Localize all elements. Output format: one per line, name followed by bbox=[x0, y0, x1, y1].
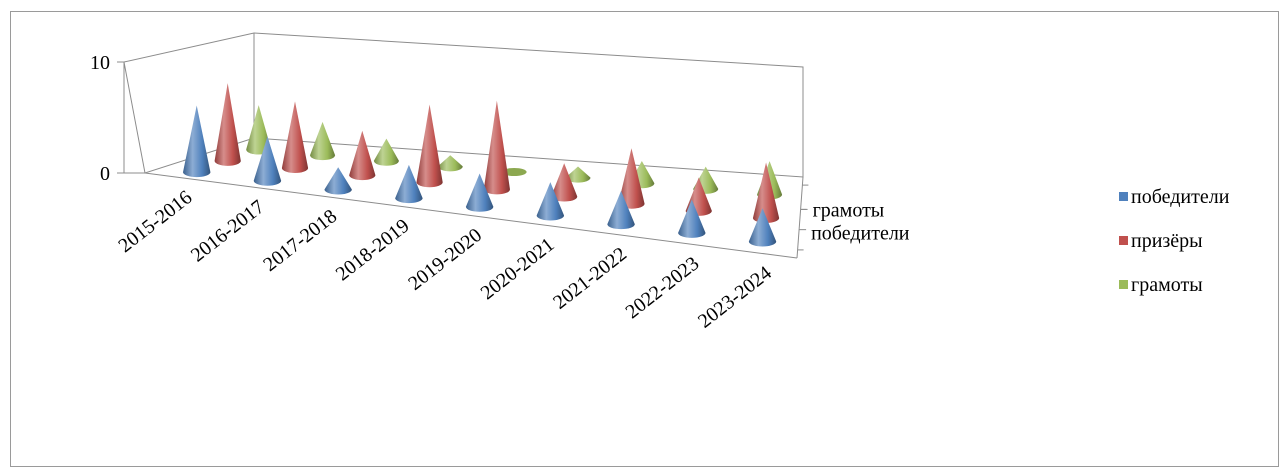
category-label: 2023-2024 bbox=[694, 262, 776, 333]
category-label: 2019-2020 bbox=[404, 224, 486, 295]
y-tick-label: 10 bbox=[90, 52, 110, 74]
category-label: 2021-2022 bbox=[549, 243, 631, 314]
category-label: 2015-2016 bbox=[114, 186, 196, 257]
cone-призёры-2019-2020 bbox=[483, 100, 510, 195]
category-label: 2017-2018 bbox=[259, 205, 341, 276]
legend-swatch-призёры bbox=[1119, 236, 1128, 245]
cone-грамоты-2018-2019 bbox=[437, 155, 463, 172]
legend-label: победители bbox=[1131, 186, 1230, 208]
y-tick-label: 0 bbox=[100, 163, 110, 185]
cone-грамоты-2019-2020 bbox=[501, 168, 527, 176]
legend: победители призёры грамоты bbox=[1119, 186, 1230, 296]
category-label: 2020-2021 bbox=[477, 234, 559, 305]
cone-победители-2022-2023 bbox=[678, 199, 706, 238]
depth-axis-label: победители bbox=[811, 223, 910, 245]
cone-призёры-2020-2021 bbox=[551, 163, 578, 202]
cone-победители-2015-2016 bbox=[183, 105, 211, 178]
cone-победители-2018-2019 bbox=[395, 164, 423, 204]
cone-грамоты-2016-2017 bbox=[310, 121, 336, 161]
category-label: 2016-2017 bbox=[187, 196, 269, 267]
cone-победители-2023-2024 bbox=[748, 208, 777, 247]
category-labels: 2015-20162016-20172017-20182018-20192019… bbox=[114, 186, 775, 332]
cone-призёры-2021-2022 bbox=[618, 148, 645, 209]
cone-грамоты-2015-2016 bbox=[246, 105, 272, 155]
cone-грамоты-2020-2021 bbox=[565, 166, 591, 183]
chart-svg: 0 10 2015-20162016-20172017-20182018-2019… bbox=[90, 32, 1230, 333]
cone-победители-2021-2022 bbox=[607, 190, 635, 230]
legend-label: грамоты bbox=[1131, 274, 1203, 296]
cone-победители-2020-2021 bbox=[536, 182, 565, 221]
cone-призёры-2015-2016 bbox=[214, 83, 241, 166]
legend-swatch-грамоты bbox=[1119, 280, 1128, 289]
legend-label: призёры bbox=[1131, 230, 1203, 252]
chart-cones bbox=[183, 83, 783, 247]
cone-призёры-2017-2018 bbox=[349, 130, 376, 181]
cone-победители-2017-2018 bbox=[324, 167, 352, 195]
cone-призёры-2018-2019 bbox=[416, 104, 443, 188]
chart-walls bbox=[117, 32, 809, 259]
cone-грамоты-2017-2018 bbox=[373, 138, 399, 166]
cone-призёры-2016-2017 bbox=[281, 101, 309, 173]
depth-axis-label: грамоты bbox=[813, 199, 885, 221]
cone-победители-2019-2020 bbox=[465, 173, 494, 212]
cone-победители-2016-2017 bbox=[253, 136, 282, 186]
y-tick-labels: 0 10 bbox=[90, 52, 110, 185]
depth-axis-line bbox=[796, 176, 804, 259]
chart-frame: 0 10 2015-2016 2016-2017 2017-2018 2018-2019… bbox=[10, 11, 1279, 467]
x-axis-line bbox=[144, 172, 798, 259]
category-label: 2018-2019 bbox=[332, 215, 414, 286]
legend-swatch-победители bbox=[1119, 192, 1128, 201]
category-label: 2022-2023 bbox=[622, 252, 704, 323]
cone-призёры-2023-2024 bbox=[752, 162, 780, 223]
